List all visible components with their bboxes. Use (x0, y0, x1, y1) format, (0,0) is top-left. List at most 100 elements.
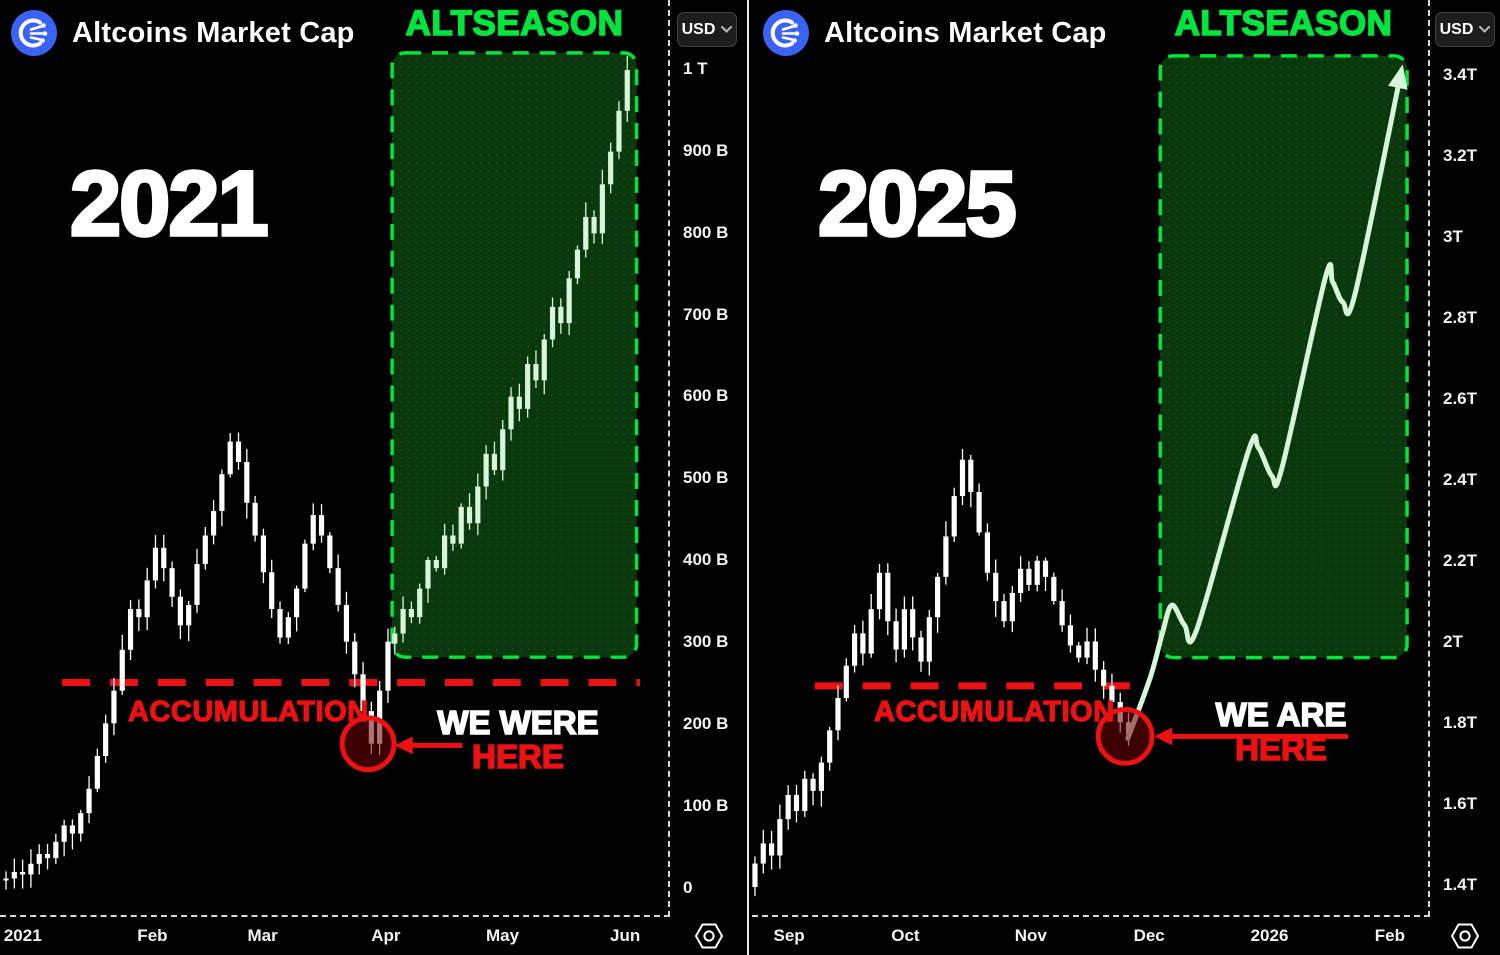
y-tick-label: 3.2T (1443, 145, 1478, 165)
candle (491, 453, 498, 471)
candle (53, 841, 59, 859)
candle (377, 690, 383, 744)
here-line1: WE WERE (437, 704, 600, 741)
candle (450, 535, 456, 544)
y-tick-label: 3T (1443, 226, 1463, 246)
candle (976, 492, 982, 533)
candle (277, 609, 283, 638)
candle (777, 819, 783, 856)
candle (335, 568, 341, 605)
y-tick-label: 2T (1443, 631, 1463, 651)
candle (533, 363, 539, 381)
candle (466, 506, 473, 524)
candle (1092, 641, 1098, 670)
candle (103, 723, 109, 757)
y-tick-label: 2.6T (1443, 388, 1478, 408)
y-tick-label: 500 B (683, 468, 729, 488)
candle (1067, 625, 1074, 646)
y-tick-label: 2.8T (1443, 307, 1478, 327)
candle (827, 730, 833, 763)
candle (3, 878, 9, 881)
y-tick-label: 900 B (683, 140, 729, 160)
currency-selector[interactable]: USD (1435, 12, 1495, 47)
price-chart-2021[interactable] (0, 0, 670, 917)
price-chart-2025[interactable] (752, 0, 1430, 917)
y-tick-label: 600 B (683, 386, 729, 406)
candle (943, 536, 949, 577)
hexagon-icon (1450, 923, 1480, 949)
candle (901, 609, 907, 650)
candle (624, 69, 630, 111)
currency-selector[interactable]: USD (677, 12, 737, 47)
candle (868, 609, 874, 654)
y-tick-label: 1.8T (1443, 713, 1478, 732)
candle (219, 474, 225, 511)
candle (385, 641, 391, 691)
altcoins-logo-icon (763, 10, 809, 56)
y-tick-label: 0 (683, 877, 693, 897)
candle (818, 762, 824, 791)
candle (1042, 560, 1049, 577)
candle (69, 825, 76, 834)
candle (508, 396, 514, 430)
candle (935, 576, 941, 618)
candle (343, 604, 350, 642)
candle (768, 843, 775, 856)
x-tick-label: Feb (137, 926, 168, 945)
y-tick-label: 400 B (683, 550, 729, 570)
candle (136, 609, 142, 618)
candle (951, 496, 957, 537)
projection-line (1125, 73, 1403, 741)
candle (211, 510, 217, 536)
candle (1084, 641, 1090, 658)
y-tick-label: 300 B (683, 632, 729, 652)
candle (918, 637, 924, 662)
candle (425, 559, 431, 589)
candle (235, 441, 242, 462)
candle (851, 633, 858, 666)
candle (591, 216, 597, 234)
candle (1018, 568, 1024, 593)
panel-divider (747, 0, 749, 955)
candle (152, 547, 159, 581)
candle (876, 572, 883, 610)
y-tick-label: 1.4T (1443, 875, 1478, 895)
x-tick-label: 2021 (3, 926, 42, 945)
candle (483, 453, 489, 487)
year-label: 2021 (68, 151, 270, 257)
candle (1076, 645, 1082, 658)
candle (302, 543, 308, 589)
candle (599, 184, 605, 234)
candle (500, 429, 506, 471)
candle (11, 871, 17, 879)
candle (1051, 576, 1057, 602)
candle-series-1 (392, 55, 630, 655)
candle (417, 588, 423, 618)
x-tick-label: Nov (1014, 926, 1047, 945)
annotation-arrow-head (394, 736, 413, 755)
candle (893, 621, 899, 650)
here-line1: WE ARE (1215, 696, 1347, 733)
candle (433, 559, 439, 569)
projection-arrowhead (1388, 64, 1408, 90)
chart-panel-2025: Altcoins Market Cap 2025 ALTSEASON ACCUM… (752, 0, 1500, 955)
candle (28, 863, 34, 875)
candle (1109, 685, 1115, 703)
candle (1009, 592, 1015, 622)
candle (549, 306, 556, 340)
candle (910, 609, 916, 638)
candle (1059, 601, 1065, 626)
currency-label: USD (1439, 20, 1474, 38)
here-line2: HERE (471, 738, 564, 776)
price-axis: USD 1 T 900 B 800 B 700 B 600 B 500 B 400 B 300… (670, 0, 746, 955)
x-tick-label: Oct (891, 926, 920, 945)
candle (926, 617, 932, 662)
time-axis: Sep Oct Nov Dec 2026 Feb (752, 924, 1428, 954)
candle (608, 151, 614, 185)
candle (993, 572, 999, 602)
candle (61, 825, 67, 842)
candle (144, 580, 150, 618)
candle (86, 788, 92, 814)
candle (202, 535, 208, 565)
candle-series-0 (3, 432, 391, 890)
